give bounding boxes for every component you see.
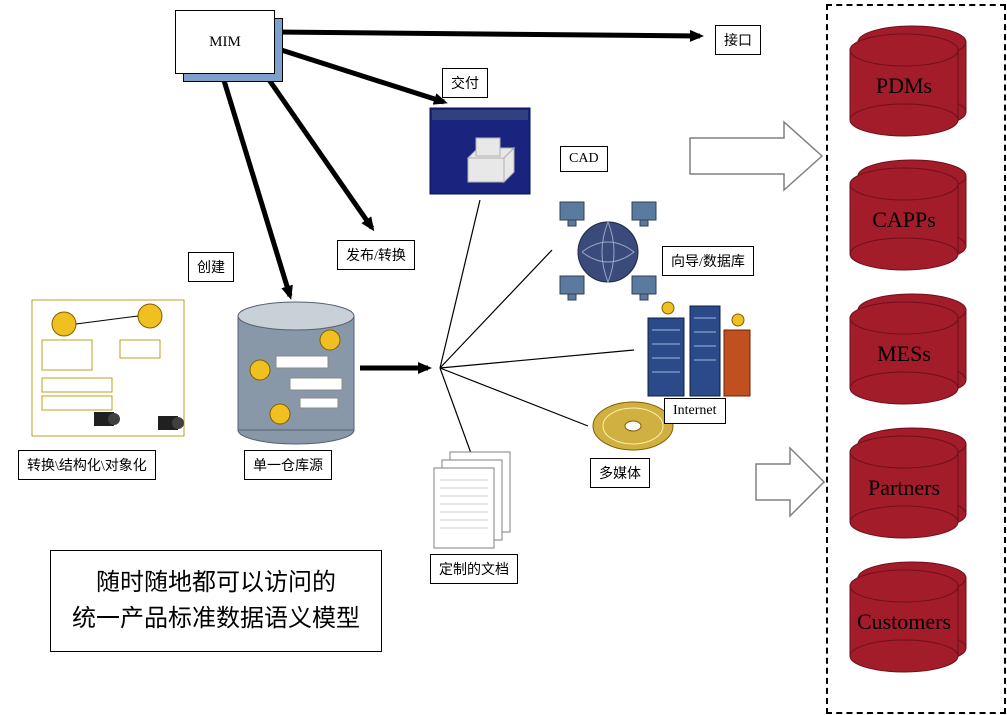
fanout-lines: [440, 200, 634, 478]
caption-line1: 随时随地都可以访问的: [96, 570, 336, 596]
db-label-customers: Customers: [844, 609, 964, 635]
db-label-partners: Partners: [844, 475, 964, 501]
mim-node: MIM: [175, 10, 275, 74]
multimedia-graphic: [593, 402, 673, 450]
multimedia-label: 多媒体: [590, 458, 650, 488]
hollow-arrow-bottom: [756, 448, 824, 516]
wizard-db-graphic: [560, 202, 656, 300]
db-label-capps: CAPPs: [844, 207, 964, 233]
caption-box: 随时随地都可以访问的 统一产品标准数据语义模型: [50, 550, 382, 652]
single-repo-label: 单一仓库源: [244, 450, 332, 480]
create-label: 创建: [188, 252, 234, 282]
single-repo-cylinder: [238, 302, 354, 444]
custom-doc-label: 定制的文档: [430, 554, 518, 584]
diagram-canvas: { "nodes": { "mim": { "label": "MIM" }, …: [0, 0, 1007, 715]
caption-line2: 统一产品标准数据语义模型: [72, 606, 360, 632]
mim-label: MIM: [209, 34, 241, 50]
arrow-mim-interface: [275, 32, 700, 36]
deliver-label: 交付: [442, 68, 488, 98]
internet-graphic: [648, 302, 750, 396]
publish-label: 发布/转换: [337, 240, 415, 270]
interface-label: 接口: [715, 25, 761, 55]
wizard-db-label: 向导/数据库: [662, 246, 754, 276]
cad-label: CAD: [560, 146, 608, 172]
arrow-mim-deliver: [275, 48, 444, 102]
db-label-mess: MESs: [844, 341, 964, 367]
form-graphic: [32, 300, 184, 436]
arrow-mim-publish: [265, 74, 372, 228]
db-label-pdms: PDMs: [844, 73, 964, 99]
hollow-arrow-top: [690, 122, 822, 190]
custom-doc-graphic: [434, 452, 510, 548]
transform-label: 转换\结构化\对象化: [18, 450, 156, 480]
internet-label: Internet: [664, 398, 726, 424]
cad-graphic: [430, 108, 530, 194]
